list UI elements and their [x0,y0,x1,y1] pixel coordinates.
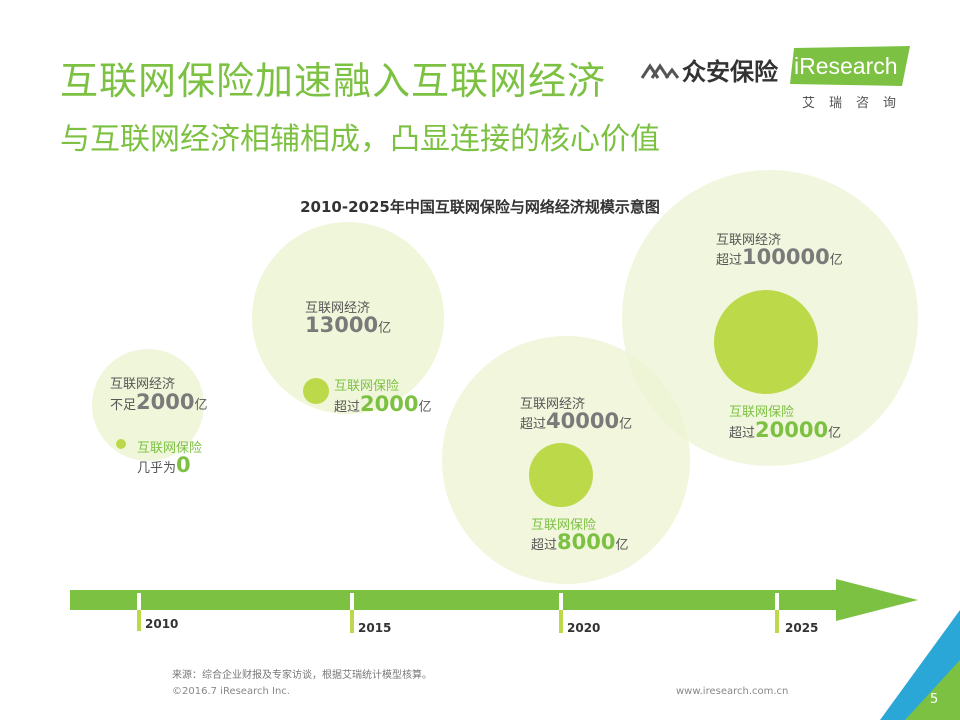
page-number: 5 [930,692,939,707]
insurance-prefix-2015: 超过 [334,400,361,415]
year-label-2025: 2025 [785,621,819,635]
insurance-bubble-2010 [116,439,126,449]
logo-group: 众安保险 iResearch 艾瑞咨询 [640,46,910,116]
insurance-bubble-2025 [714,290,818,394]
economy-number-2015: 13000 [305,313,379,337]
iresearch-logo-cn: 艾瑞咨询 [802,96,911,111]
year-label-2020: 2020 [567,621,601,635]
insurance-label-2010: 互联网保险 [137,441,203,456]
economy-unit-2015: 亿 [378,321,392,336]
insurance-unit-2020: 亿 [615,538,629,553]
year-label-2015: 2015 [358,621,392,635]
insurance-prefix-2025: 超过 [729,426,756,441]
insurance-number-2020: 8000 [557,530,616,554]
zhongan-logo-icon [640,63,680,79]
economy-value-2020: 超过40000亿 [520,409,632,433]
diagram-title: 2010-2025年中国互联网保险与网络经济规模示意图 [300,198,660,216]
economy-value-2025: 超过100000亿 [716,245,843,269]
insurance-value-2020: 超过8000亿 [531,530,628,554]
website-link[interactable]: www.iresearch.com.cn [676,686,789,697]
economy-label-2015: 互联网经济 [305,301,371,316]
insurance-label-2020: 互联网保险 [531,518,597,533]
economy-bubble-2015 [252,222,444,414]
copyright: ©2016.7 iResearch Inc. [172,686,290,697]
insurance-bubble-2015 [303,378,329,404]
economy-value-2015: 13000亿 [305,313,391,337]
economy-label-2020: 互联网经济 [520,397,586,412]
economy-prefix-2010: 不足 [110,398,137,413]
insurance-prefix-2020: 超过 [531,538,558,553]
economy-value-2010: 不足2000亿 [110,390,207,414]
insurance-value-2010: 几乎为0 [137,453,191,477]
insurance-number-2025: 20000 [755,418,829,442]
economy-label-2010: 互联网经济 [110,377,176,392]
insurance-label-2025: 互联网保险 [729,405,795,420]
iresearch-logo-text: iResearch [794,53,898,79]
insurance-unit-2015: 亿 [418,400,432,415]
economy-prefix-2020: 超过 [520,417,547,432]
zhongan-logo-text: 众安保险 [682,58,778,86]
economy-unit-2010: 亿 [194,398,208,413]
economy-number-2020: 40000 [546,409,620,433]
year-label-2010: 2010 [145,617,179,631]
page-title: 互联网保险加速融入互联网经济 [60,59,607,103]
economy-unit-2020: 亿 [619,417,633,432]
economy-unit-2025: 亿 [829,253,843,268]
economy-number-2025: 100000 [742,245,830,269]
economy-bubble-2010 [92,349,204,461]
insurance-unit-2025: 亿 [828,426,842,441]
insurance-value-2025: 超过20000亿 [729,418,841,442]
economy-prefix-2025: 超过 [716,253,743,268]
page-subtitle: 与互联网经济相辅相成，凸显连接的核心价值 [60,122,660,157]
insurance-prefix-2010: 几乎为 [137,461,177,476]
insurance-number-2015: 2000 [360,392,419,416]
insurance-number-2010: 0 [176,453,191,477]
insurance-label-2015: 互联网保险 [334,379,400,394]
insurance-bubble-2020 [529,443,593,507]
iresearch-logo-background [790,46,910,86]
economy-label-2025: 互联网经济 [716,233,782,248]
economy-number-2010: 2000 [136,390,195,414]
insurance-value-2015: 超过2000亿 [334,392,431,416]
source-note: 来源：综合企业财报及专家访谈，根据艾瑞统计模型核算。 [172,670,432,681]
